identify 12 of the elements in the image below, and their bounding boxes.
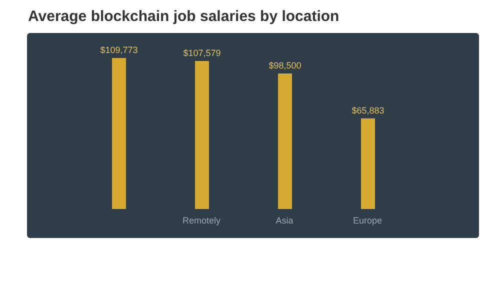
data-label: $109,773 xyxy=(100,45,138,55)
bar xyxy=(361,118,375,209)
data-label: $65,883 xyxy=(352,105,384,116)
data-label: $98,500 xyxy=(268,60,302,71)
x-tick-label: Europe xyxy=(352,215,382,226)
bar xyxy=(112,58,126,209)
data-label: $107,579 xyxy=(183,48,221,58)
bar xyxy=(195,61,209,209)
chart-title: Average blockchain job salaries by location xyxy=(28,8,340,25)
x-tick-label: Asia xyxy=(276,215,294,226)
bar xyxy=(278,74,292,209)
x-tick-label: Remotely xyxy=(182,215,222,226)
